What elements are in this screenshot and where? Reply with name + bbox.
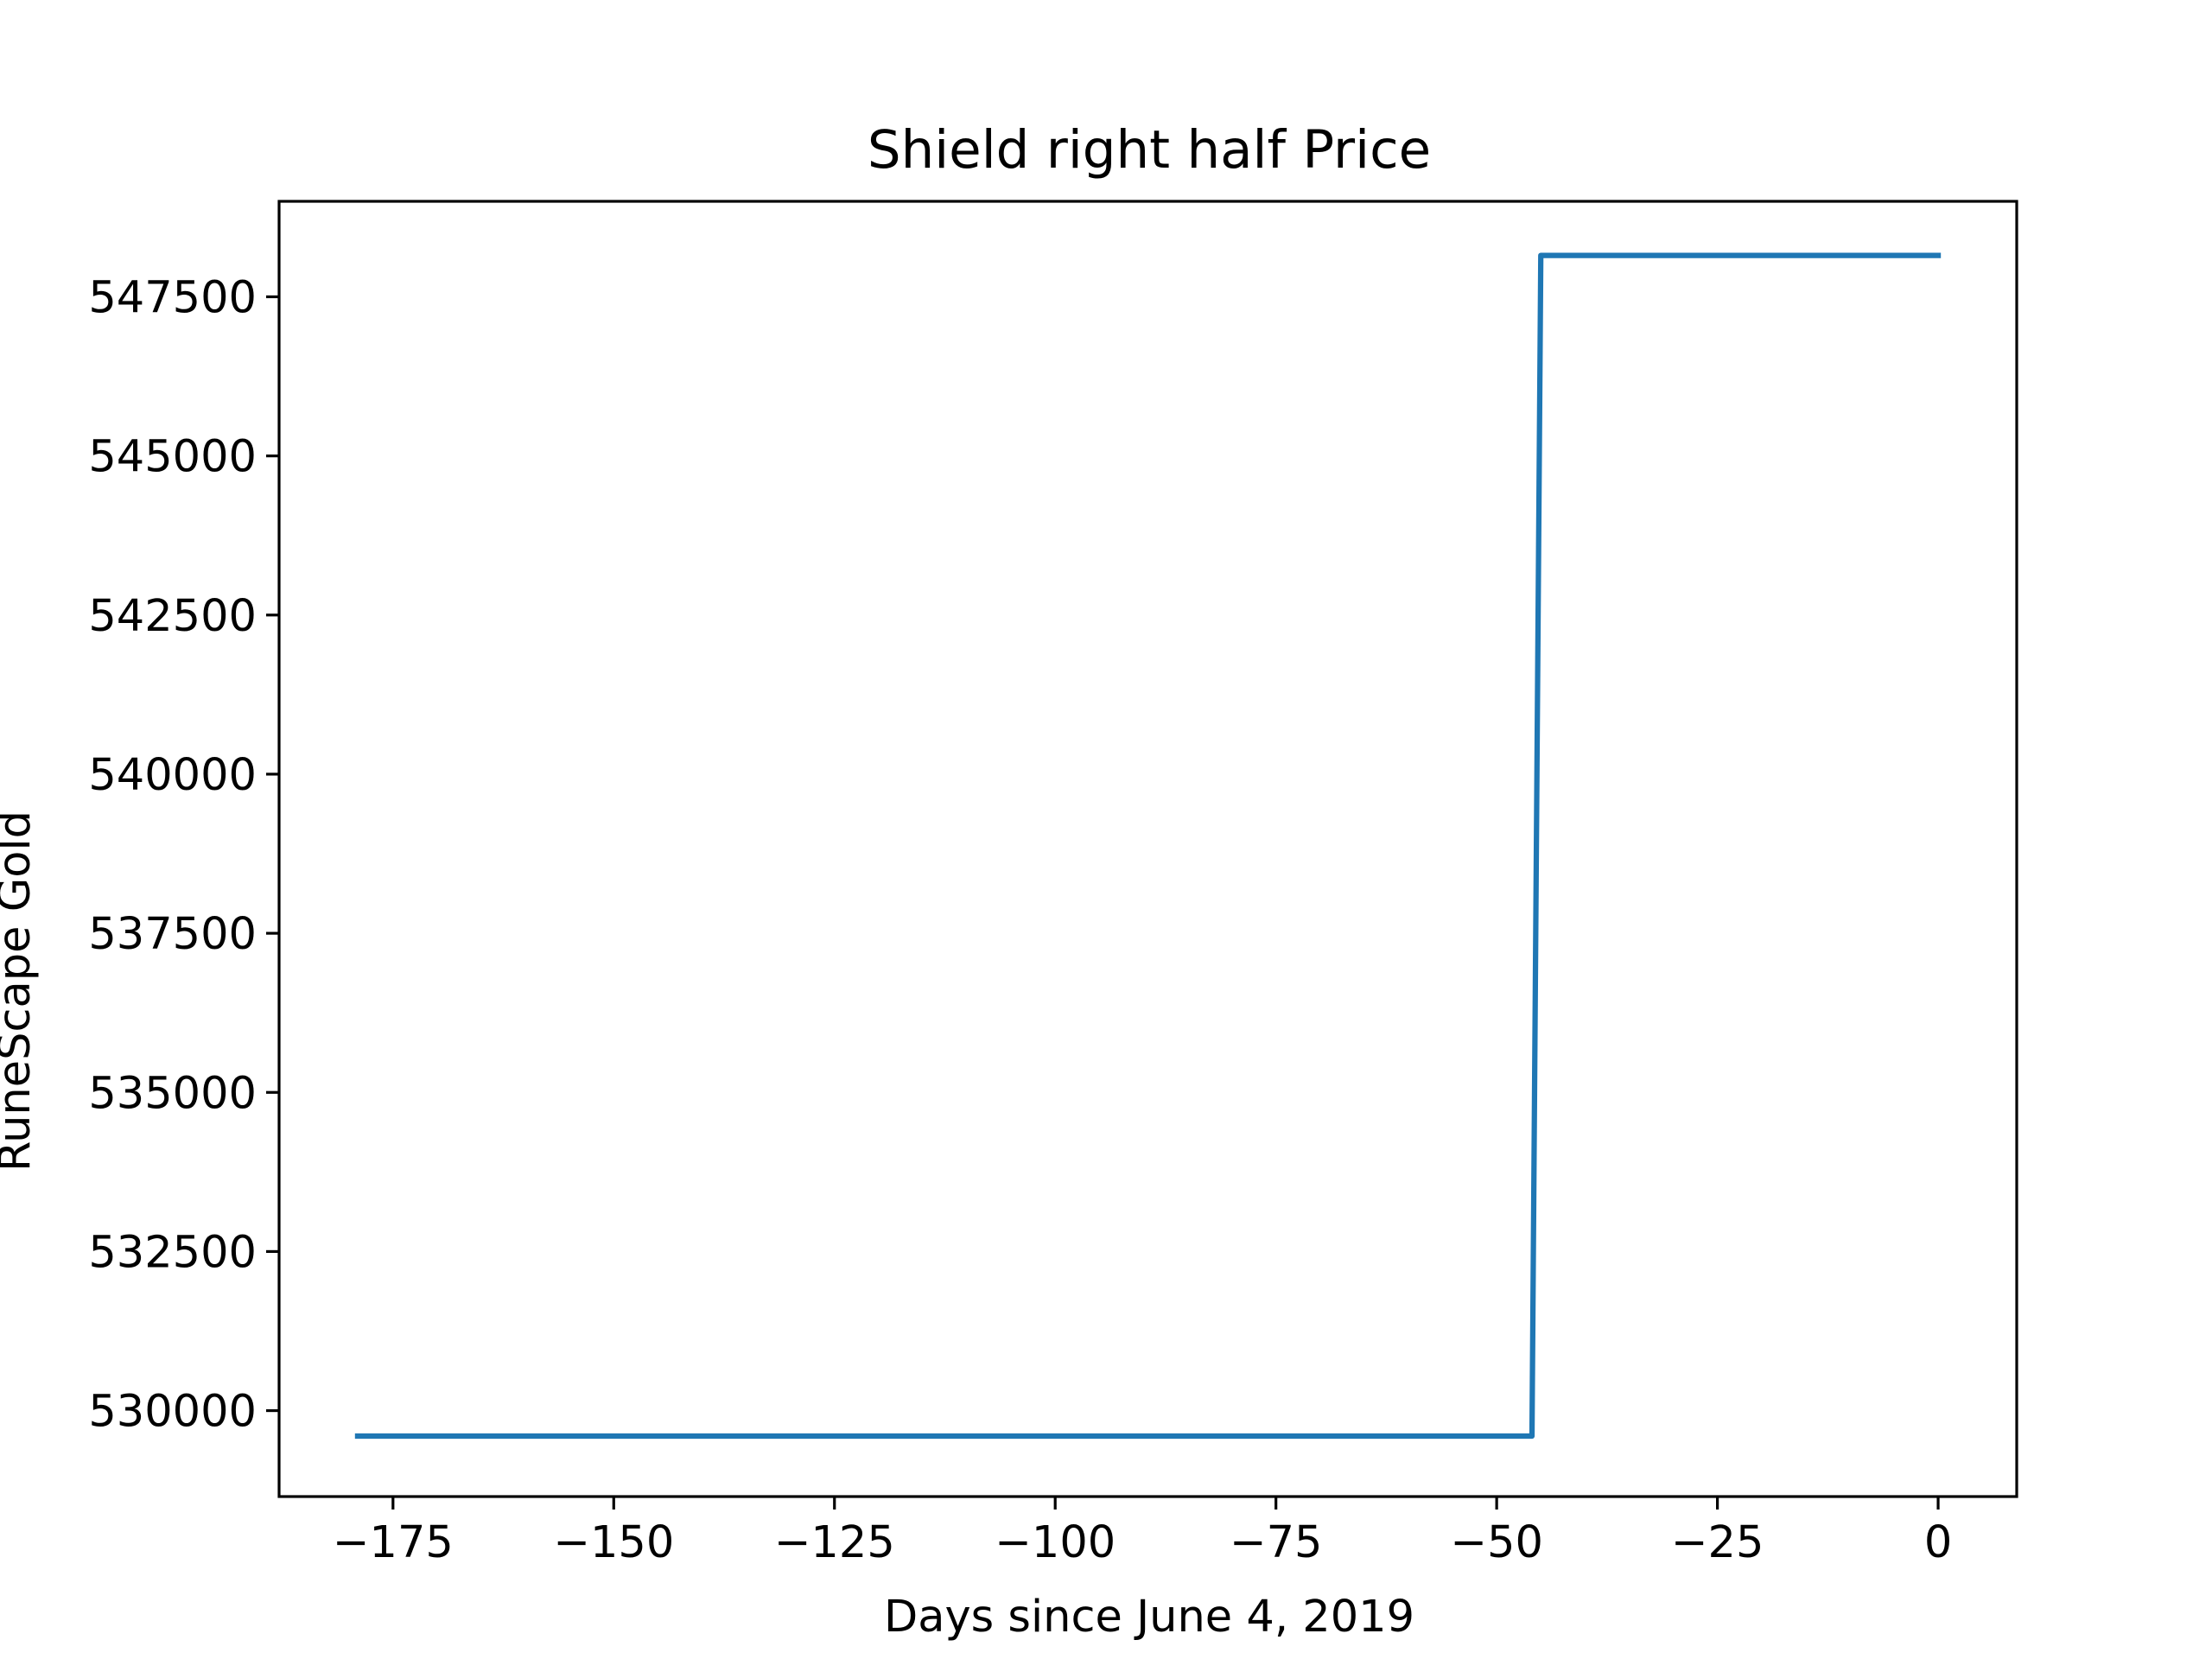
y-tick-label: 537500 xyxy=(88,909,257,960)
x-tick-label: −50 xyxy=(1450,1517,1543,1568)
y-axis-label: RuneScape Gold xyxy=(0,810,41,1172)
y-tick-label: 530000 xyxy=(88,1387,257,1438)
x-axis: −175 −150 −125 −100 −75 −50 −25 0 xyxy=(333,1497,1952,1568)
series-line-0 xyxy=(354,252,1942,1440)
x-axis-label: Days since June 4, 2019 xyxy=(884,1592,1414,1643)
x-tick-label: −75 xyxy=(1230,1517,1323,1568)
x-tick-label: −25 xyxy=(1671,1517,1764,1568)
x-tick-label: −150 xyxy=(553,1517,674,1568)
plot-area: 530000 532500 535000 537500 540000 542500 5450… xyxy=(88,200,2018,1568)
series-layer xyxy=(354,252,1942,1440)
y-tick-label: 545000 xyxy=(88,432,257,483)
x-tick-label: −100 xyxy=(995,1517,1116,1568)
axes-frame xyxy=(277,200,2018,1498)
y-tick-label: 532500 xyxy=(88,1227,257,1278)
y-axis: 530000 532500 535000 537500 540000 542500 5450… xyxy=(88,272,279,1438)
x-tick-label: −175 xyxy=(333,1517,454,1568)
y-tick-label: 540000 xyxy=(88,750,257,801)
y-tick-label: 547500 xyxy=(88,272,257,323)
y-tick-label: 542500 xyxy=(88,591,257,642)
chart-title: Shield right half Price xyxy=(868,119,1431,181)
x-tick-label: −125 xyxy=(774,1517,895,1568)
y-tick-label: 535000 xyxy=(88,1068,257,1119)
x-tick-label: 0 xyxy=(1924,1517,1952,1568)
